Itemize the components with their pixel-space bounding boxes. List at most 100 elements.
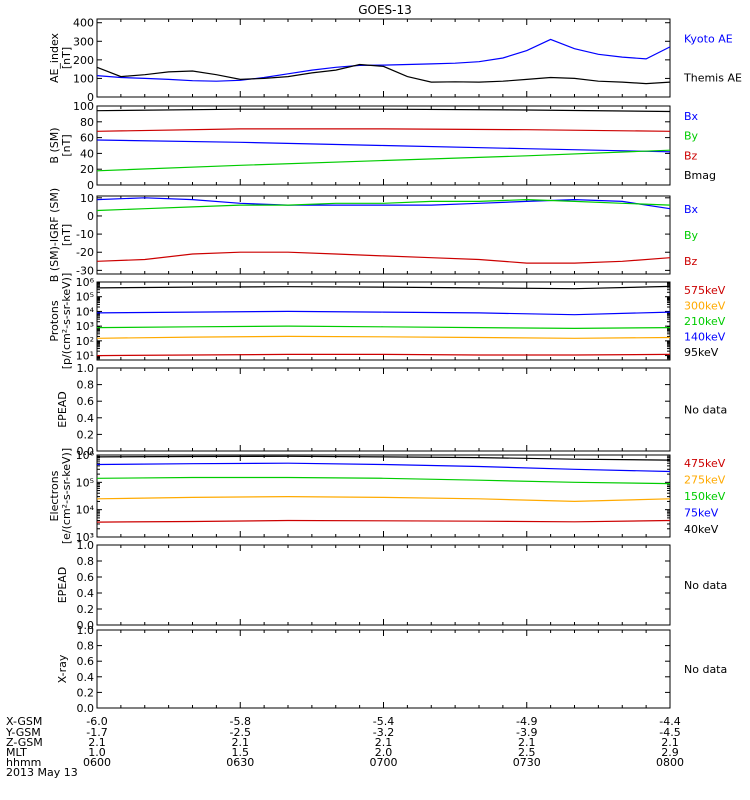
- footer-value: 1.0: [88, 746, 106, 759]
- y-tick-label: 0.8: [77, 640, 95, 653]
- footer-value: -2.5: [230, 726, 251, 739]
- legend-140kev: 140keV: [684, 331, 726, 344]
- y-tick-label: 0.0: [77, 445, 95, 458]
- y-tick-label: 0.4: [77, 412, 95, 425]
- y-tick-label: 10⁵: [76, 291, 94, 304]
- footer-row-label: Z-GSM: [6, 736, 43, 749]
- y-axis-label: EPEAD: [56, 391, 69, 428]
- y-tick-label: 0: [87, 91, 94, 104]
- footer-value: 2.5: [518, 746, 536, 759]
- y-axis-unit: [p/(cm²-s-sr-keV)]: [60, 273, 73, 370]
- y-tick-label: 0.2: [77, 686, 95, 699]
- y-tick-label: 0.6: [77, 571, 95, 584]
- y-tick-label: 1.0: [77, 624, 95, 637]
- y-tick-label: -30: [76, 264, 94, 277]
- y-tick-label: 0.6: [77, 395, 95, 408]
- footer-value: -3.9: [516, 726, 537, 739]
- footer-row-label: hhmm: [6, 756, 41, 769]
- y-tick-label: 10⁴: [76, 504, 95, 517]
- y-tick-label: 400: [73, 17, 94, 30]
- panel-ae: 0 100 200 300 400 AE_index [nT] Kyoto AE Themis …: [48, 17, 742, 104]
- y-tick-label: 10⁴: [76, 305, 95, 318]
- legend-95kev: 95keV: [684, 346, 719, 359]
- y-tick-label: 40: [80, 147, 94, 160]
- y-tick-label: 0.8: [77, 379, 95, 392]
- legend-by: By: [684, 229, 699, 242]
- panel-xray: 0.0 0.2 0.4 0.6 0.8 1.0 X-ray No data: [56, 624, 727, 715]
- y-axis-unit: [nT]: [60, 224, 73, 246]
- no-data-label: No data: [684, 404, 727, 417]
- footer-value: 0730: [513, 756, 541, 769]
- y-tick-label: 0.4: [77, 587, 95, 600]
- y-tick-label: 200: [73, 54, 94, 67]
- footer-value: 2.1: [375, 736, 393, 749]
- panel-frame: [96, 544, 671, 626]
- y-tick-label: 10³: [76, 531, 94, 544]
- legend-475kev: 475keV: [684, 457, 726, 470]
- y-tick-label: 100: [73, 72, 94, 85]
- y-tick-label: 100: [73, 100, 94, 113]
- footer-row-label: Y-GSM: [5, 726, 41, 739]
- legend-75kev: 75keV: [684, 506, 719, 519]
- footer-value: 2.1: [518, 736, 536, 749]
- panel-electrons: 10³ 10⁴ 10⁵ 10⁶ Electrons [e/(cm²-s-sr-keV)] 4…: [48, 448, 726, 544]
- panel-frame: [96, 281, 671, 361]
- y-tick-label: 10: [80, 192, 94, 205]
- y-tick-label: 10⁶: [76, 276, 95, 289]
- footer-value: -1.7: [86, 726, 107, 739]
- y-tick-label: 0.2: [77, 603, 95, 616]
- footer-value: 2.0: [375, 746, 393, 759]
- footer-value: 2.1: [88, 736, 106, 749]
- panel-bigrf: -30 -20 -10 0 10 B (SM)-IGRF (SM) [nT] Bx By Bz: [48, 188, 699, 282]
- y-axis-label: Protons: [48, 300, 61, 341]
- footer-row-label: X-GSM: [6, 715, 42, 728]
- footer-value: 0600: [83, 756, 111, 769]
- footer-value: -5.8: [230, 715, 251, 728]
- series-line-bz: [96, 251, 671, 264]
- legend-210kev: 210keV: [684, 315, 726, 328]
- y-tick-label: -10: [76, 228, 94, 241]
- y-tick-label: 20: [80, 163, 94, 176]
- y-tick-label: 0.0: [77, 619, 95, 632]
- footer-date: 2013 May 13: [6, 766, 78, 779]
- y-tick-label: -20: [76, 246, 94, 259]
- y-tick-label: 0: [87, 210, 94, 223]
- legend-bz: Bz: [684, 255, 698, 268]
- series-line-themis-ae: [96, 63, 671, 85]
- series-line-by: [96, 149, 671, 172]
- footer-value: -6.0: [86, 715, 107, 728]
- footer-axis-labels: X-GSMY-GSMZ-GSMMLThhmm-6.0-1.72.11.00600…: [5, 715, 684, 779]
- y-tick-label: 0.0: [77, 702, 95, 715]
- y-tick-label: 10³: [76, 320, 94, 333]
- footer-value: 1.5: [232, 746, 250, 759]
- series-line-by: [96, 198, 671, 212]
- series-line-140kev: [96, 310, 671, 316]
- series-line-210kev: [96, 325, 671, 330]
- y-tick-label: 10⁶: [76, 449, 95, 462]
- y-tick-label: 300: [73, 35, 94, 48]
- footer-value: -4.4: [659, 715, 680, 728]
- y-axis-label: X-ray: [56, 654, 69, 683]
- series-line-bx: [96, 139, 671, 153]
- panel-epead1: 0.0 0.2 0.4 0.6 0.8 1.0 EPEAD No data: [56, 362, 727, 458]
- legend-150kev: 150keV: [684, 490, 726, 503]
- footer-row-label: MLT: [6, 746, 27, 759]
- legend-bmag: Bmag: [684, 169, 716, 182]
- footer-value: 0800: [656, 756, 684, 769]
- legend-575kev: 575keV: [684, 284, 726, 297]
- y-axis-label: AE_index: [48, 32, 61, 83]
- series-line-475kev: [96, 519, 671, 523]
- footer-value: 0700: [370, 756, 398, 769]
- footer-value: -5.4: [373, 715, 394, 728]
- series-line-bx: [96, 197, 671, 210]
- series-line-75kev: [96, 462, 671, 473]
- legend-bx: Bx: [684, 110, 699, 123]
- footer-value: 0630: [226, 756, 254, 769]
- y-tick-label: 0.2: [77, 428, 95, 441]
- series-line-300kev: [96, 335, 671, 339]
- series-line-150kev: [96, 476, 671, 485]
- series-line-575kev: [96, 353, 671, 357]
